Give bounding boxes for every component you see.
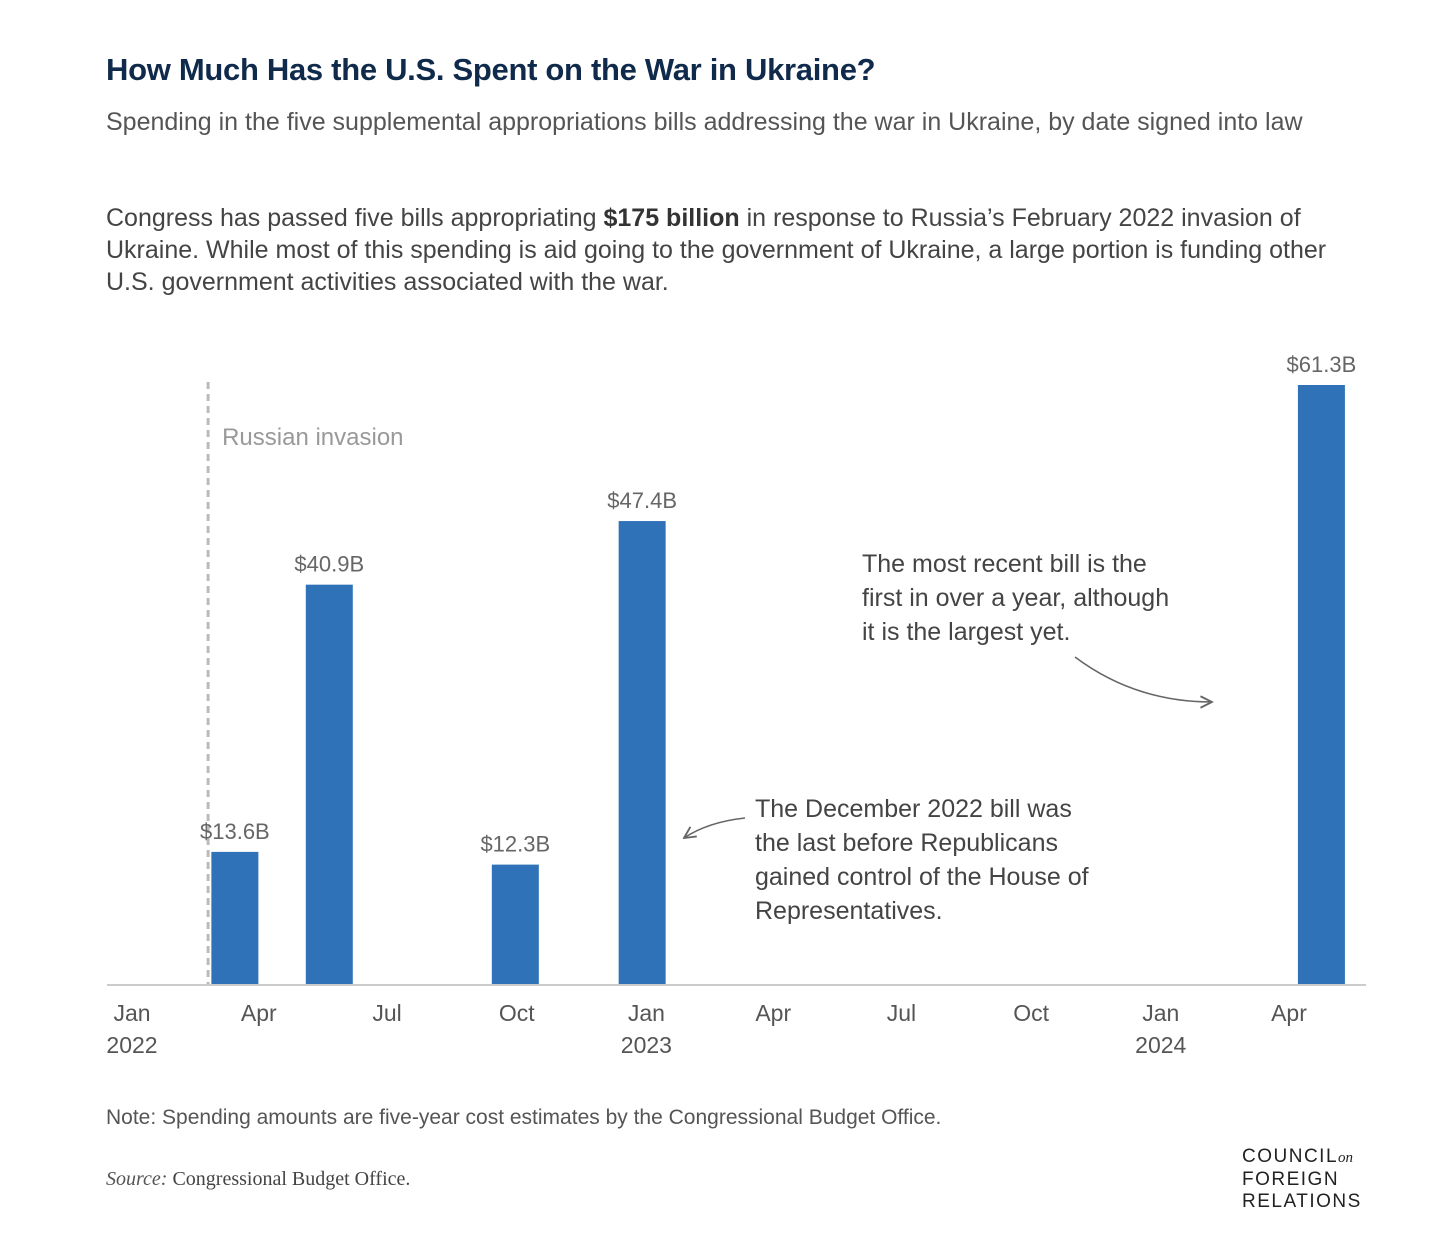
source-text: Congressional Budget Office. <box>167 1168 411 1190</box>
summary-total: $175 billion <box>603 204 740 232</box>
bar-0 <box>211 851 259 985</box>
x-tick-label-5: Apr <box>755 1000 791 1026</box>
bar-value-label-2: $12.3B <box>480 832 550 857</box>
source-label: Source: <box>106 1168 168 1190</box>
annotation-arrow-1 <box>684 817 746 838</box>
chart-source: Source: Congressional Budget Office. <box>106 1168 410 1191</box>
cfr-logo: COUNCILon FOREIGN RELATIONS <box>1242 1146 1382 1213</box>
bar-2 <box>491 864 539 985</box>
bar-1 <box>305 584 353 985</box>
bar-chart: Russian invasion $13.6B $40.9B $12.3B $47.4… <box>106 352 1366 1058</box>
annotation-0-line-2: it is the largest yet. <box>862 618 1070 646</box>
x-tick-year-0: 2022 <box>106 1032 157 1058</box>
bar-4 <box>1297 385 1345 985</box>
chart-subtitle: Spending in the five supplemental approp… <box>106 108 1303 136</box>
x-tick-label-6: Jul <box>887 1000 916 1026</box>
x-tick-label-3: Oct <box>499 1000 535 1026</box>
x-tick-label-8: Jan <box>1142 1000 1179 1026</box>
annotation-1-line-3: Representatives. <box>755 897 943 925</box>
bar-value-label-4: $61.3B <box>1287 352 1357 377</box>
x-tick-label-4: Jan <box>628 1000 665 1026</box>
bar-value-label-3: $47.4B <box>607 488 677 513</box>
x-tick-year-4: 2023 <box>621 1032 672 1058</box>
summary-text-start: Congress has passed five bills appropria… <box>106 204 604 232</box>
invasion-reference-label: Russian invasion <box>222 424 403 451</box>
bar-value-label-1: $40.9B <box>294 552 364 577</box>
annotation-1-line-2: gained control of the House of <box>755 863 1089 891</box>
summary-text-end: in response to Russia’s February 2022 in… <box>106 204 1327 296</box>
annotation-0-line-0: The most recent bill is the <box>862 550 1147 578</box>
annotation-1: The December 2022 bill was the last befor… <box>755 795 1089 925</box>
annotation-arrow-0 <box>1074 656 1212 702</box>
logo-line-2: FOREIGN <box>1242 1169 1340 1190</box>
bar-3 <box>618 521 666 985</box>
x-tick-label-7: Oct <box>1013 1000 1049 1026</box>
x-tick-label-0: Jan <box>113 1000 150 1026</box>
x-tick-label-9: Apr <box>1271 1000 1307 1026</box>
x-tick-year-8: 2024 <box>1135 1032 1186 1058</box>
annotation-1-line-1: the last before Republicans <box>755 829 1058 857</box>
logo-line-1: COUNCILon <box>1242 1146 1354 1167</box>
annotation-0: The most recent bill is the first in over… <box>862 550 1169 646</box>
annotation-1-line-0: The December 2022 bill was <box>755 795 1072 823</box>
x-tick-label-2: Jul <box>372 1000 401 1026</box>
bar-value-label-0: $13.6B <box>200 819 270 844</box>
chart-title: How Much Has the U.S. Spent on the War i… <box>106 52 876 87</box>
annotation-0-line-1: first in over a year, although <box>862 584 1169 612</box>
x-tick-label-1: Apr <box>241 1000 277 1026</box>
logo-line-3: RELATIONS <box>1242 1191 1362 1212</box>
chart-note: Note: Spending amounts are five-year cos… <box>106 1106 942 1129</box>
chart-summary: Congress has passed five bills appropria… <box>106 202 1376 298</box>
